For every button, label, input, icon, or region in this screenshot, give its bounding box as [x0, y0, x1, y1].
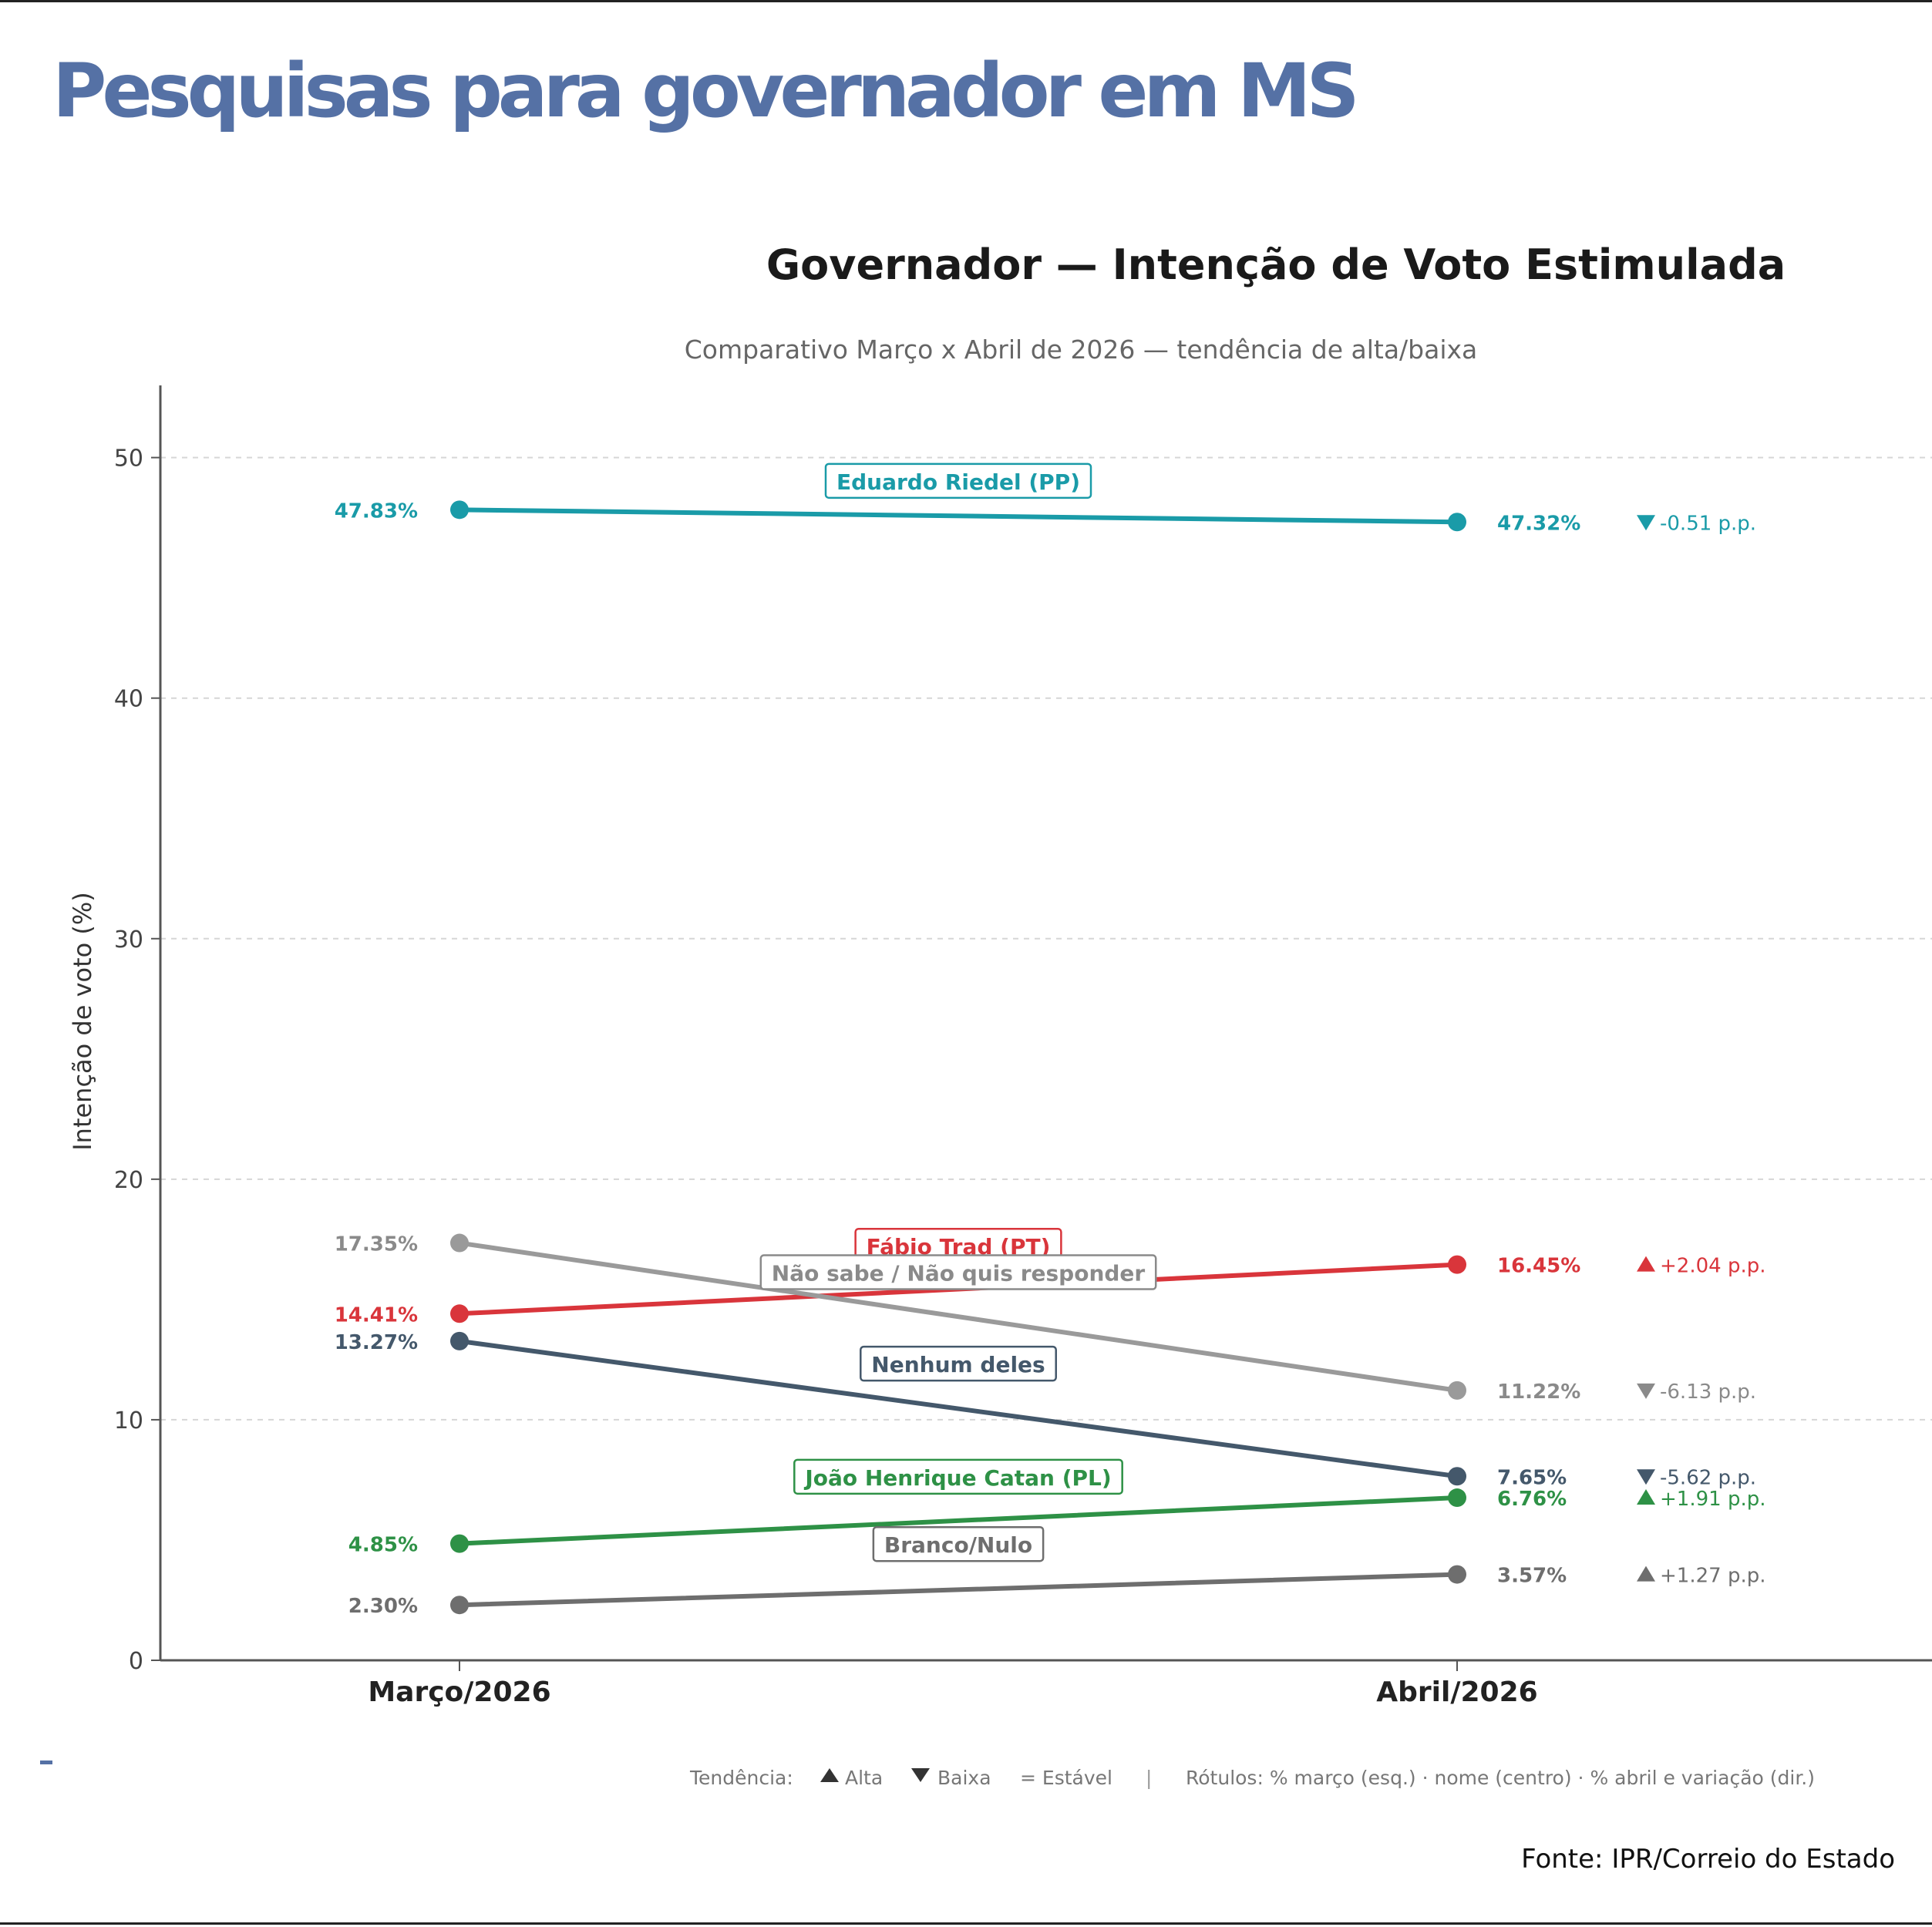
data-point-nao-sabe-nao-quis-responder: [1448, 1381, 1466, 1400]
legend-note: Rótulos: % março (esq.) · nome (centro) …: [1186, 1767, 1815, 1789]
legend: Tendência: Alta Baixa = Estável | Rótulo…: [689, 1767, 1815, 1789]
down-triangle-icon: [1637, 1383, 1655, 1399]
series-name-nao-sabe-nao-quis-responder: Não sabe / Não quis responder: [759, 1254, 1157, 1290]
series-name-label: João Henrique Catan (PL): [803, 1465, 1111, 1491]
label-layer: 47.83% 47.32% -0.51 p.p. Eduardo Riedel (PP…: [335, 462, 1765, 1618]
label-left-eduardo-riedel-pp: 47.83%: [335, 499, 418, 523]
y-tick-label: 0: [129, 1648, 143, 1675]
bottom-rule: [0, 1922, 1932, 1925]
series-name-nenhum-deles: Nenhum deles: [860, 1345, 1057, 1382]
headline: Pesquisas para governador em MS: [52, 48, 1360, 134]
data-point-eduardo-riedel-pp: [1448, 513, 1466, 532]
label-left-nenhum-deles: 13.27%: [335, 1331, 418, 1354]
label-right-branco-nulo: 3.57%: [1497, 1565, 1567, 1588]
trend-branco-nulo: +1.27 p.p.: [1660, 1565, 1765, 1588]
legend-estavel: = Estável: [1020, 1767, 1112, 1789]
label-left-fabio-trad-pt: 14.41%: [335, 1303, 418, 1327]
series-name-label: Não sabe / Não quis responder: [772, 1261, 1146, 1286]
top-rule: [0, 0, 1932, 2]
trend-eduardo-riedel-pp: -0.51 p.p.: [1660, 512, 1756, 535]
series-name-box: [872, 1525, 1045, 1562]
series-layer: [450, 500, 1466, 1615]
chart-title: Governador — Intenção de Voto Estimulada: [766, 240, 1786, 289]
series-line-branco-nulo: [457, 1572, 1459, 1608]
data-point-branco-nulo: [1448, 1565, 1466, 1584]
down-triangle-icon: [1637, 515, 1655, 531]
series-line-eduardo-riedel-pp: [457, 507, 1459, 525]
y-tick-label: 30: [114, 927, 143, 953]
series-line-joao-henrique-catan-pl: [457, 1495, 1459, 1546]
data-point-fabio-trad-pt: [450, 1304, 469, 1323]
label-right-nenhum-deles: 7.65%: [1497, 1466, 1567, 1489]
label-right-eduardo-riedel-pp: 47.32%: [1497, 512, 1580, 535]
series-name-label: Nenhum deles: [871, 1352, 1045, 1377]
y-tick-label: 50: [114, 446, 143, 473]
label-right-nao-sabe-nao-quis-responder: 11.22%: [1497, 1381, 1580, 1404]
y-tick-label: 10: [114, 1407, 143, 1434]
down-triangle-icon: [911, 1768, 930, 1782]
series-name-box: [860, 1345, 1057, 1382]
trend-nao-sabe-nao-quis-responder: -6.13 p.p.: [1660, 1381, 1756, 1404]
series-name-label: Eduardo Riedel (PP): [836, 469, 1080, 495]
up-triangle-icon: [1637, 1565, 1655, 1582]
x-ticks: Março/2026 Abril/2026: [368, 1660, 1538, 1708]
chart-subtitle: Comparativo Março x Abril de 2026 — tend…: [685, 335, 1478, 365]
x-tick-label: Abril/2026: [1376, 1676, 1537, 1708]
x-tick-label: Março/2026: [368, 1676, 550, 1708]
up-triangle-icon: [820, 1768, 839, 1782]
data-point-nao-sabe-nao-quis-responder: [450, 1233, 469, 1253]
y-axis-title: Intenção de voto (%): [68, 892, 97, 1151]
legend-separator: |: [1146, 1767, 1152, 1789]
data-point-nenhum-deles: [1448, 1467, 1466, 1486]
series-name-eduardo-riedel-pp: Eduardo Riedel (PP): [824, 462, 1092, 499]
legend-trend-label: Tendência:: [689, 1767, 793, 1789]
source-credit: Fonte: IPR/Correio do Estado: [1521, 1844, 1895, 1875]
data-point-eduardo-riedel-pp: [450, 500, 469, 520]
down-triangle-icon: [1637, 1469, 1655, 1485]
data-point-joao-henrique-catan-pl: [450, 1534, 469, 1553]
y-tick-label: 40: [114, 686, 143, 713]
series-name-branco-nulo: Branco/Nulo: [872, 1525, 1045, 1562]
label-left-joao-henrique-catan-pl: 4.85%: [348, 1534, 418, 1557]
data-point-branco-nulo: [450, 1596, 469, 1615]
series-name-box: [824, 462, 1092, 499]
data-point-joao-henrique-catan-pl: [1448, 1488, 1466, 1508]
legend-alta: Alta: [845, 1767, 883, 1789]
legend-baixa: Baixa: [937, 1767, 991, 1789]
series-line-nao-sabe-nao-quis-responder: [457, 1240, 1459, 1393]
y-tick-label: 20: [114, 1167, 143, 1194]
label-right-fabio-trad-pt: 16.45%: [1497, 1255, 1580, 1278]
series-name-box: [759, 1254, 1157, 1290]
corner-mark: [40, 1761, 52, 1764]
trend-nenhum-deles: -5.62 p.p.: [1660, 1466, 1756, 1489]
series-name-label: Branco/Nulo: [884, 1532, 1032, 1558]
chart: Governador — Intenção de Voto Estimulada…: [68, 240, 1932, 1789]
data-point-fabio-trad-pt: [1448, 1255, 1466, 1274]
label-right-joao-henrique-catan-pl: 6.76%: [1497, 1488, 1567, 1511]
series-name-joao-henrique-catan-pl: João Henrique Catan (PL): [793, 1458, 1123, 1495]
y-ticks: 0 10 20 30 40 50: [114, 446, 160, 1675]
trend-joao-henrique-catan-pl: +1.91 p.p.: [1660, 1488, 1765, 1511]
series-name-box: [793, 1458, 1123, 1495]
data-point-nenhum-deles: [450, 1331, 469, 1350]
series-line-nenhum-deles: [457, 1338, 1459, 1479]
up-triangle-icon: [1637, 1489, 1655, 1505]
label-left-branco-nulo: 2.30%: [348, 1595, 418, 1618]
up-triangle-icon: [1637, 1256, 1655, 1272]
trend-fabio-trad-pt: +2.04 p.p.: [1660, 1255, 1765, 1278]
label-left-nao-sabe-nao-quis-responder: 17.35%: [335, 1233, 418, 1256]
